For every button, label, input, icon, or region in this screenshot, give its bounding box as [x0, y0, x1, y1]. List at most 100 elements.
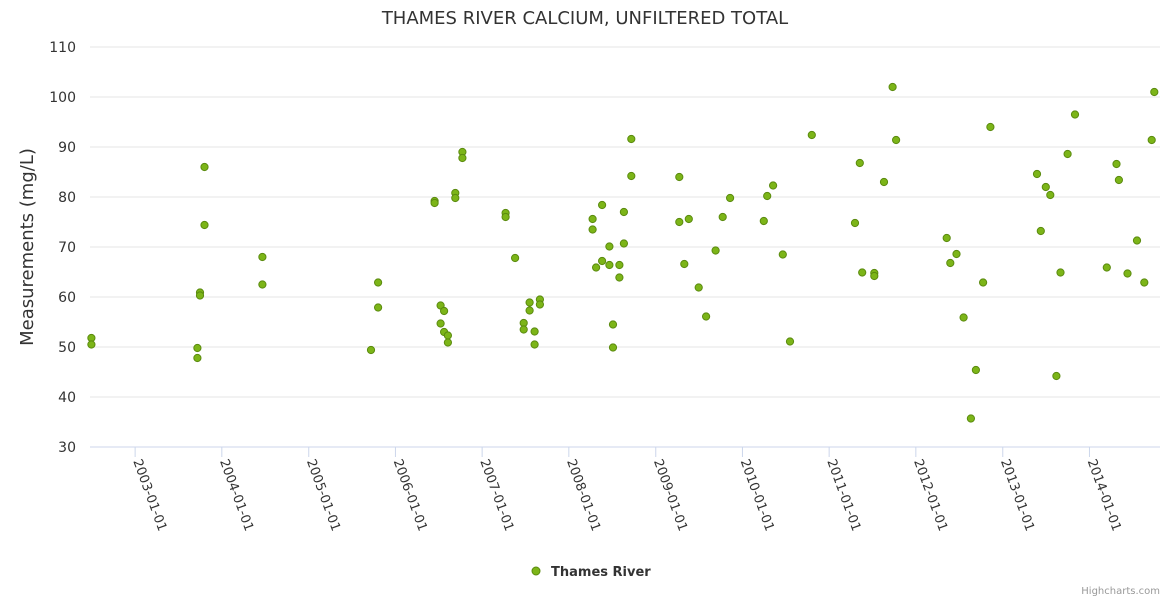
- data-point[interactable]: [451, 193, 460, 203]
- data-point[interactable]: [458, 153, 467, 163]
- data-point[interactable]: [711, 246, 720, 255]
- data-point[interactable]: [1112, 159, 1121, 169]
- data-point[interactable]: [785, 337, 795, 346]
- data-point[interactable]: [598, 256, 607, 266]
- data-point[interactable]: [850, 218, 860, 228]
- data-point[interactable]: [605, 242, 614, 251]
- data-point[interactable]: [870, 271, 879, 281]
- data-point[interactable]: [258, 280, 267, 289]
- data-point[interactable]: [598, 200, 607, 210]
- x-tick-label: 2006-01-01: [390, 457, 430, 533]
- x-tick-label: 2005-01-01: [303, 457, 343, 533]
- data-point[interactable]: [195, 291, 205, 300]
- data-point[interactable]: [1063, 149, 1072, 159]
- data-point[interactable]: [952, 249, 961, 259]
- legend[interactable]: Thames River: [531, 565, 651, 580]
- data-point[interactable]: [966, 414, 976, 423]
- data-point[interactable]: [1032, 169, 1042, 179]
- data-point[interactable]: [605, 260, 614, 270]
- data-point[interactable]: [87, 340, 96, 349]
- data-point[interactable]: [627, 134, 636, 144]
- data-point[interactable]: [718, 212, 727, 222]
- data-point[interactable]: [619, 239, 629, 248]
- data-point[interactable]: [258, 252, 267, 262]
- data-point[interactable]: [200, 220, 209, 230]
- data-point[interactable]: [1036, 226, 1045, 236]
- data-point[interactable]: [971, 365, 981, 375]
- data-point[interactable]: [675, 217, 684, 227]
- data-point[interactable]: [592, 263, 601, 272]
- data-point[interactable]: [366, 345, 376, 355]
- data-point[interactable]: [858, 268, 867, 277]
- data-point[interactable]: [763, 191, 772, 201]
- data-point[interactable]: [1150, 87, 1159, 97]
- data-point[interactable]: [443, 331, 452, 340]
- data-point[interactable]: [942, 233, 951, 243]
- data-point[interactable]: [1070, 110, 1080, 119]
- data-point[interactable]: [530, 340, 539, 349]
- data-point[interactable]: [684, 214, 693, 224]
- data-point[interactable]: [1102, 263, 1111, 272]
- x-tick-label: 2011-01-01: [823, 457, 863, 533]
- data-point[interactable]: [675, 172, 684, 182]
- data-point[interactable]: [374, 303, 383, 312]
- data-point[interactable]: [1046, 190, 1055, 200]
- data-point[interactable]: [588, 225, 597, 234]
- data-point[interactable]: [726, 193, 735, 203]
- data-point[interactable]: [530, 327, 539, 336]
- data-point[interactable]: [892, 135, 901, 145]
- data-point[interactable]: [1114, 175, 1124, 185]
- legend-label[interactable]: Thames River: [551, 565, 651, 580]
- data-point[interactable]: [608, 320, 618, 329]
- y-tick-label: 60: [58, 290, 76, 306]
- data-point[interactable]: [501, 212, 510, 222]
- data-point[interactable]: [588, 214, 597, 224]
- data-point[interactable]: [1052, 371, 1061, 381]
- data-point[interactable]: [946, 258, 955, 268]
- data-point[interactable]: [193, 343, 202, 353]
- data-point[interactable]: [374, 278, 383, 287]
- data-point[interactable]: [440, 306, 449, 316]
- data-point[interactable]: [879, 177, 889, 187]
- data-point[interactable]: [535, 300, 545, 309]
- data-point[interactable]: [619, 207, 629, 217]
- data-point[interactable]: [436, 319, 445, 328]
- data-point[interactable]: [430, 198, 439, 208]
- data-point[interactable]: [759, 216, 768, 226]
- data-point[interactable]: [1140, 278, 1149, 287]
- x-tick-label: 2009-01-01: [650, 457, 690, 533]
- data-point[interactable]: [1041, 182, 1050, 192]
- data-point[interactable]: [510, 253, 520, 263]
- data-point[interactable]: [193, 353, 202, 363]
- data-point[interactable]: [888, 82, 897, 92]
- chart-credit[interactable]: Highcharts.com: [1081, 586, 1160, 597]
- data-point[interactable]: [1123, 269, 1132, 278]
- legend-marker-icon[interactable]: [531, 566, 541, 576]
- data-point[interactable]: [807, 130, 816, 140]
- y-tick-label: 40: [58, 390, 76, 406]
- data-point[interactable]: [615, 273, 624, 282]
- data-point[interactable]: [959, 313, 968, 322]
- data-point[interactable]: [1147, 135, 1156, 145]
- data-point[interactable]: [200, 162, 209, 172]
- y-tick-label: 90: [58, 140, 76, 156]
- data-point[interactable]: [525, 298, 534, 307]
- data-point[interactable]: [778, 250, 787, 259]
- data-point[interactable]: [608, 343, 618, 352]
- data-point[interactable]: [680, 259, 689, 269]
- data-point[interactable]: [1132, 236, 1142, 245]
- data-point[interactable]: [627, 171, 636, 181]
- data-point[interactable]: [702, 312, 711, 321]
- data-point[interactable]: [855, 158, 864, 168]
- data-point[interactable]: [519, 325, 528, 334]
- data-point[interactable]: [615, 260, 624, 270]
- data-point[interactable]: [525, 306, 534, 315]
- y-tick-label: 80: [58, 190, 76, 206]
- data-point[interactable]: [769, 181, 778, 190]
- data-point[interactable]: [694, 283, 703, 292]
- data-point[interactable]: [986, 122, 995, 132]
- data-point[interactable]: [1056, 268, 1065, 277]
- data-point[interactable]: [979, 278, 988, 287]
- data-point[interactable]: [443, 338, 452, 347]
